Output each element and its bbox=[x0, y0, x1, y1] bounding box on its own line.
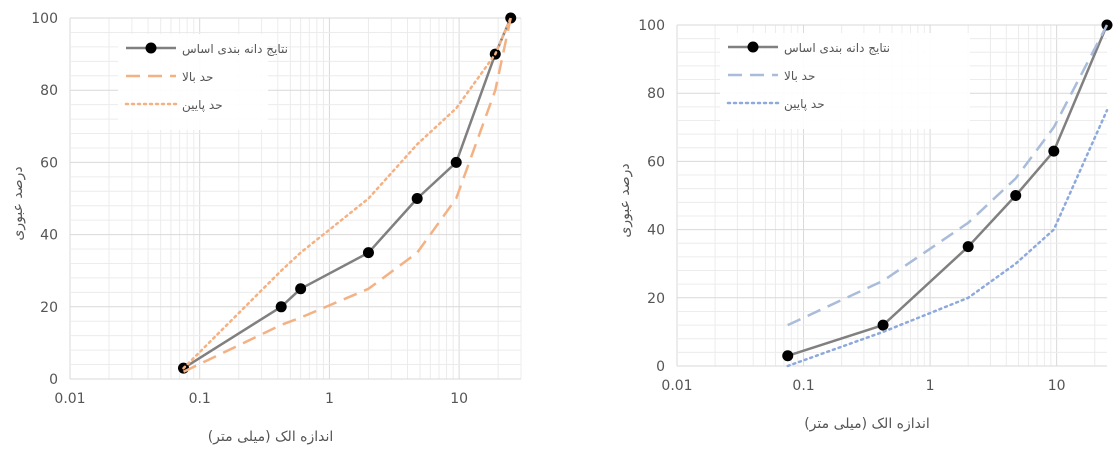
chart-right-ytick-label: 100 bbox=[638, 18, 665, 34]
chart-right-ylabel: درصد عبوری bbox=[617, 163, 633, 237]
chart-right-legend-label-0: نتایج دانه بندی اساس bbox=[784, 41, 890, 56]
chart-left-xtick-label: 0.1 bbox=[189, 391, 211, 407]
chart-left-ytick-label: 40 bbox=[40, 228, 58, 244]
chart-right-xtick-label: 1 bbox=[926, 378, 935, 394]
chart-right-xtick-label: 0.1 bbox=[792, 378, 814, 394]
chart-right-ytick-label: 80 bbox=[647, 86, 665, 102]
chart-right-xtick-label: 10 bbox=[1048, 378, 1066, 394]
chart-left-ytick-label: 0 bbox=[49, 372, 58, 388]
chart-left-legend-label-0: نتایج دانه بندی اساس bbox=[182, 42, 288, 57]
chart-left-xtick-label: 1 bbox=[325, 391, 334, 407]
chart-left-ytick-label: 80 bbox=[40, 83, 58, 99]
chart-left-ytick-label: 100 bbox=[31, 11, 58, 27]
chart-right-ytick-label: 40 bbox=[647, 223, 665, 239]
chart-right-data-point bbox=[1010, 190, 1021, 201]
chart-right-data-point bbox=[782, 350, 793, 361]
chart-right-legend-label-2: حد پایین bbox=[784, 97, 825, 112]
chart-right-ytick-label: 20 bbox=[647, 291, 665, 307]
chart-right-ytick-label: 60 bbox=[647, 154, 665, 170]
chart-right-data-point bbox=[963, 241, 974, 252]
chart-right-legend: نتایج دانه بندی اساس حد بالا حد پایین bbox=[720, 33, 970, 129]
chart-left-ylabel: درصد عبوری bbox=[10, 166, 26, 240]
chart-right-ytick-label: 0 bbox=[656, 359, 665, 375]
chart-right-xtick-label: 0.01 bbox=[661, 378, 692, 394]
chart-left-ytick-label: 20 bbox=[40, 300, 58, 316]
chart-left-xtick-label: 10 bbox=[450, 391, 468, 407]
chart-left-xlabel: اندازه الک (میلی متر) bbox=[208, 429, 334, 445]
chart-right-data-point bbox=[1048, 146, 1059, 157]
chart-left-legend-marker bbox=[146, 43, 157, 54]
chart-right-legend-label-1: حد بالا bbox=[784, 69, 815, 83]
chart-left-xtick-label: 0.01 bbox=[54, 391, 85, 407]
chart-left-data-point bbox=[295, 283, 306, 294]
chart-right-xlabel: اندازه الک (میلی متر) bbox=[804, 416, 930, 432]
chart-right-data-point bbox=[878, 320, 889, 331]
chart-left-data-point bbox=[276, 301, 287, 312]
chart-left-legend: نتایج دانه بندی اساس حد بالا حد پایین bbox=[118, 34, 288, 130]
chart-right-legend-marker bbox=[748, 42, 759, 53]
chart-left-data-point bbox=[451, 157, 462, 168]
chart-left-ytick-label: 60 bbox=[40, 155, 58, 171]
chart-left-data-point bbox=[363, 247, 374, 258]
chart-left-legend-label-1: حد بالا bbox=[182, 70, 213, 84]
chart-left-data-point bbox=[412, 193, 423, 204]
chart-left-legend-label-2: حد پایین bbox=[182, 98, 223, 113]
